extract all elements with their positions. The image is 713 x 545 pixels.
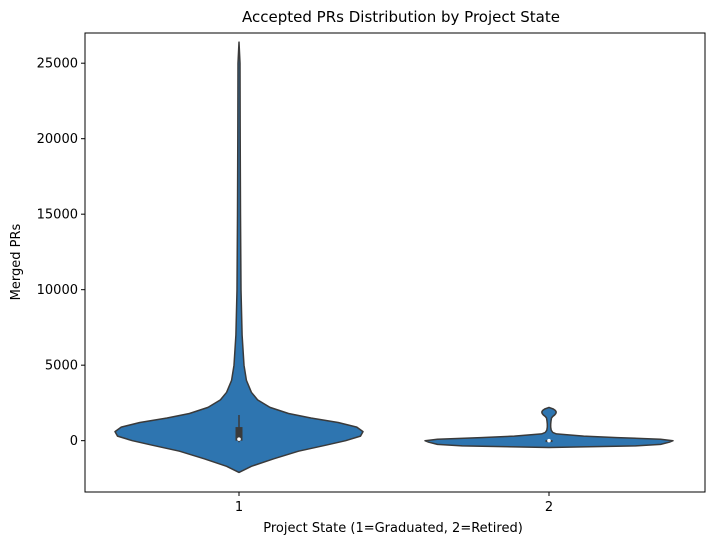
x-axis-label: Project State (1=Graduated, 2=Retired): [263, 521, 523, 536]
chart-title: Accepted PRs Distribution by Project Sta…: [242, 8, 560, 26]
y-tick-label-15000: 15000: [37, 208, 78, 223]
y-axis-label: Merged PRs: [9, 223, 24, 300]
median-marker-2: [547, 438, 551, 443]
y-tick-label-5000: 5000: [45, 359, 78, 374]
y-axis: 0 5000 10000 15000 20000 25000: [37, 57, 85, 449]
violin-1: [114, 41, 364, 474]
plot-frame: [84, 32, 706, 493]
iqr-box-1: [235, 427, 243, 441]
plot-area: [114, 41, 674, 474]
x-tick-label-1: 1: [235, 500, 243, 515]
y-tick-label-20000: 20000: [37, 132, 78, 147]
y-tick-label-0: 0: [70, 434, 78, 449]
x-tick-label-2: 2: [545, 500, 553, 515]
median-marker-1: [237, 437, 241, 441]
y-tick-label-10000: 10000: [37, 283, 78, 298]
y-tick-label-25000: 25000: [37, 57, 78, 72]
violin-2: [424, 406, 674, 449]
